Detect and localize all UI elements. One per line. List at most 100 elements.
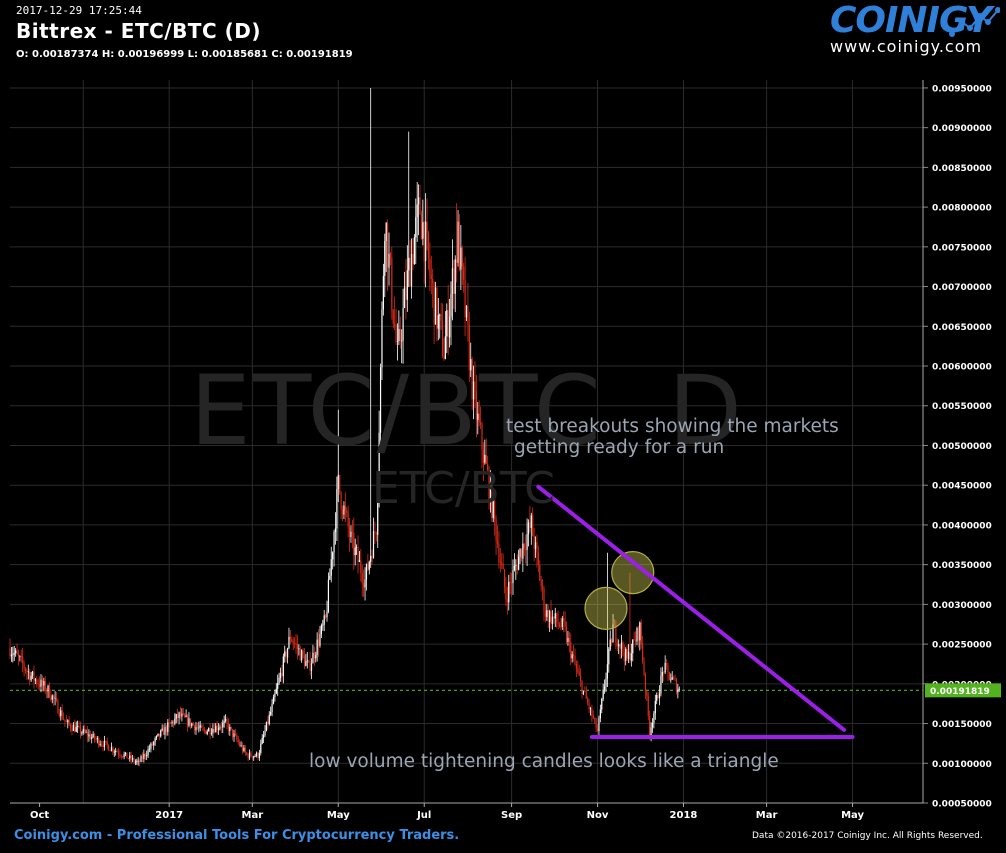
candle-body [578, 671, 580, 676]
annotation-triangle: low volume tightening candles looks like… [309, 751, 779, 772]
candle-body [478, 413, 480, 423]
candle-body [198, 727, 200, 729]
candle-body [491, 481, 493, 518]
candle-body [415, 217, 417, 238]
candle-body [88, 734, 90, 737]
candle-body [92, 733, 94, 738]
candle-body [164, 726, 166, 735]
candle-body [563, 618, 565, 622]
candle-body [658, 693, 661, 699]
y-tick-label: 0.00800000 [932, 204, 992, 214]
candle-body [192, 723, 194, 726]
candle-body [167, 722, 169, 732]
candle-body [530, 515, 532, 529]
x-tick-label: Oct [30, 810, 49, 821]
candle-body [93, 733, 96, 740]
candle-body [278, 677, 280, 683]
candle-body [347, 512, 349, 528]
candle-body [543, 588, 545, 612]
candle-body [439, 314, 441, 316]
candle-body [53, 695, 55, 699]
candle-body [385, 222, 387, 242]
candle-body [55, 697, 58, 701]
coinigy-logo[interactable]: COINIGY www.coinigy.com [830, 0, 1000, 60]
candle-body [417, 197, 420, 205]
candle-body [640, 622, 642, 644]
candle-body [188, 718, 190, 726]
chart-title: Bittrex - ETC/BTC (D) [16, 19, 261, 43]
candle-body [547, 610, 549, 622]
candle-body [217, 728, 220, 730]
candle-body [69, 724, 72, 729]
logo-url: www.coinigy.com [830, 37, 983, 56]
candle-body [100, 744, 103, 746]
candle-body [447, 310, 449, 338]
candle-body [451, 268, 454, 294]
candle-body [155, 735, 158, 739]
candle-body [509, 581, 511, 583]
candle-body [189, 718, 191, 727]
candle-body [226, 718, 228, 724]
candle-body [508, 581, 510, 603]
candle-body [243, 747, 245, 751]
candle-body [498, 543, 500, 562]
candle-body [458, 221, 461, 270]
candle-body [472, 381, 475, 400]
candle-body [270, 712, 272, 715]
candle-body [613, 624, 616, 626]
candle-body [133, 758, 135, 762]
candle-body [286, 648, 289, 658]
candle-body [434, 287, 437, 325]
candle-body [148, 748, 151, 750]
chart-watermark-large: ETC/BTC D [190, 355, 744, 467]
candle-body [351, 531, 353, 533]
candle-body [57, 700, 59, 714]
candle-body [201, 725, 203, 728]
candle-body [670, 679, 672, 681]
candle-body [281, 672, 283, 677]
candle-body [363, 583, 365, 588]
candle-body [420, 213, 423, 239]
candle-body [423, 222, 425, 261]
candle-body [267, 721, 269, 724]
candle-body [475, 390, 477, 420]
candle-body [356, 547, 358, 549]
candle-body [634, 639, 637, 642]
candle-body [654, 700, 656, 714]
candle-body [26, 670, 28, 672]
candle-body [592, 716, 594, 719]
candle-body [550, 611, 552, 624]
candle-body [320, 625, 322, 635]
candle-body [337, 474, 339, 489]
candle-body [67, 720, 69, 723]
candle-body [85, 731, 87, 733]
candle-body [77, 725, 79, 727]
candle-body [616, 642, 618, 647]
candle-body [33, 671, 35, 681]
candle-body [526, 534, 528, 550]
candle-body [647, 696, 649, 717]
candle-body [126, 752, 128, 759]
candle-body [322, 624, 324, 626]
candle-body [668, 671, 670, 680]
candle-body [54, 697, 56, 699]
candle-body [230, 726, 232, 729]
footer-tagline[interactable]: Coinigy.com - Professional Tools For Cry… [14, 828, 460, 843]
candle-body [232, 728, 234, 737]
candle-body [461, 247, 463, 267]
candle-body [153, 742, 155, 746]
candle-body [381, 309, 383, 368]
candle-body [678, 688, 680, 690]
candle-body [139, 760, 141, 762]
candle-body [516, 565, 518, 570]
candle-body [558, 624, 561, 627]
candle-body [450, 293, 452, 317]
candle-body [254, 756, 256, 757]
annotation-breakouts-line2: getting ready for a run [514, 437, 725, 458]
candle-body [154, 738, 156, 743]
candle-body [27, 671, 29, 673]
candle-body [64, 719, 66, 722]
candle-body [323, 615, 325, 625]
annotation-breakouts-line1: test breakouts showing the markets [506, 416, 839, 437]
